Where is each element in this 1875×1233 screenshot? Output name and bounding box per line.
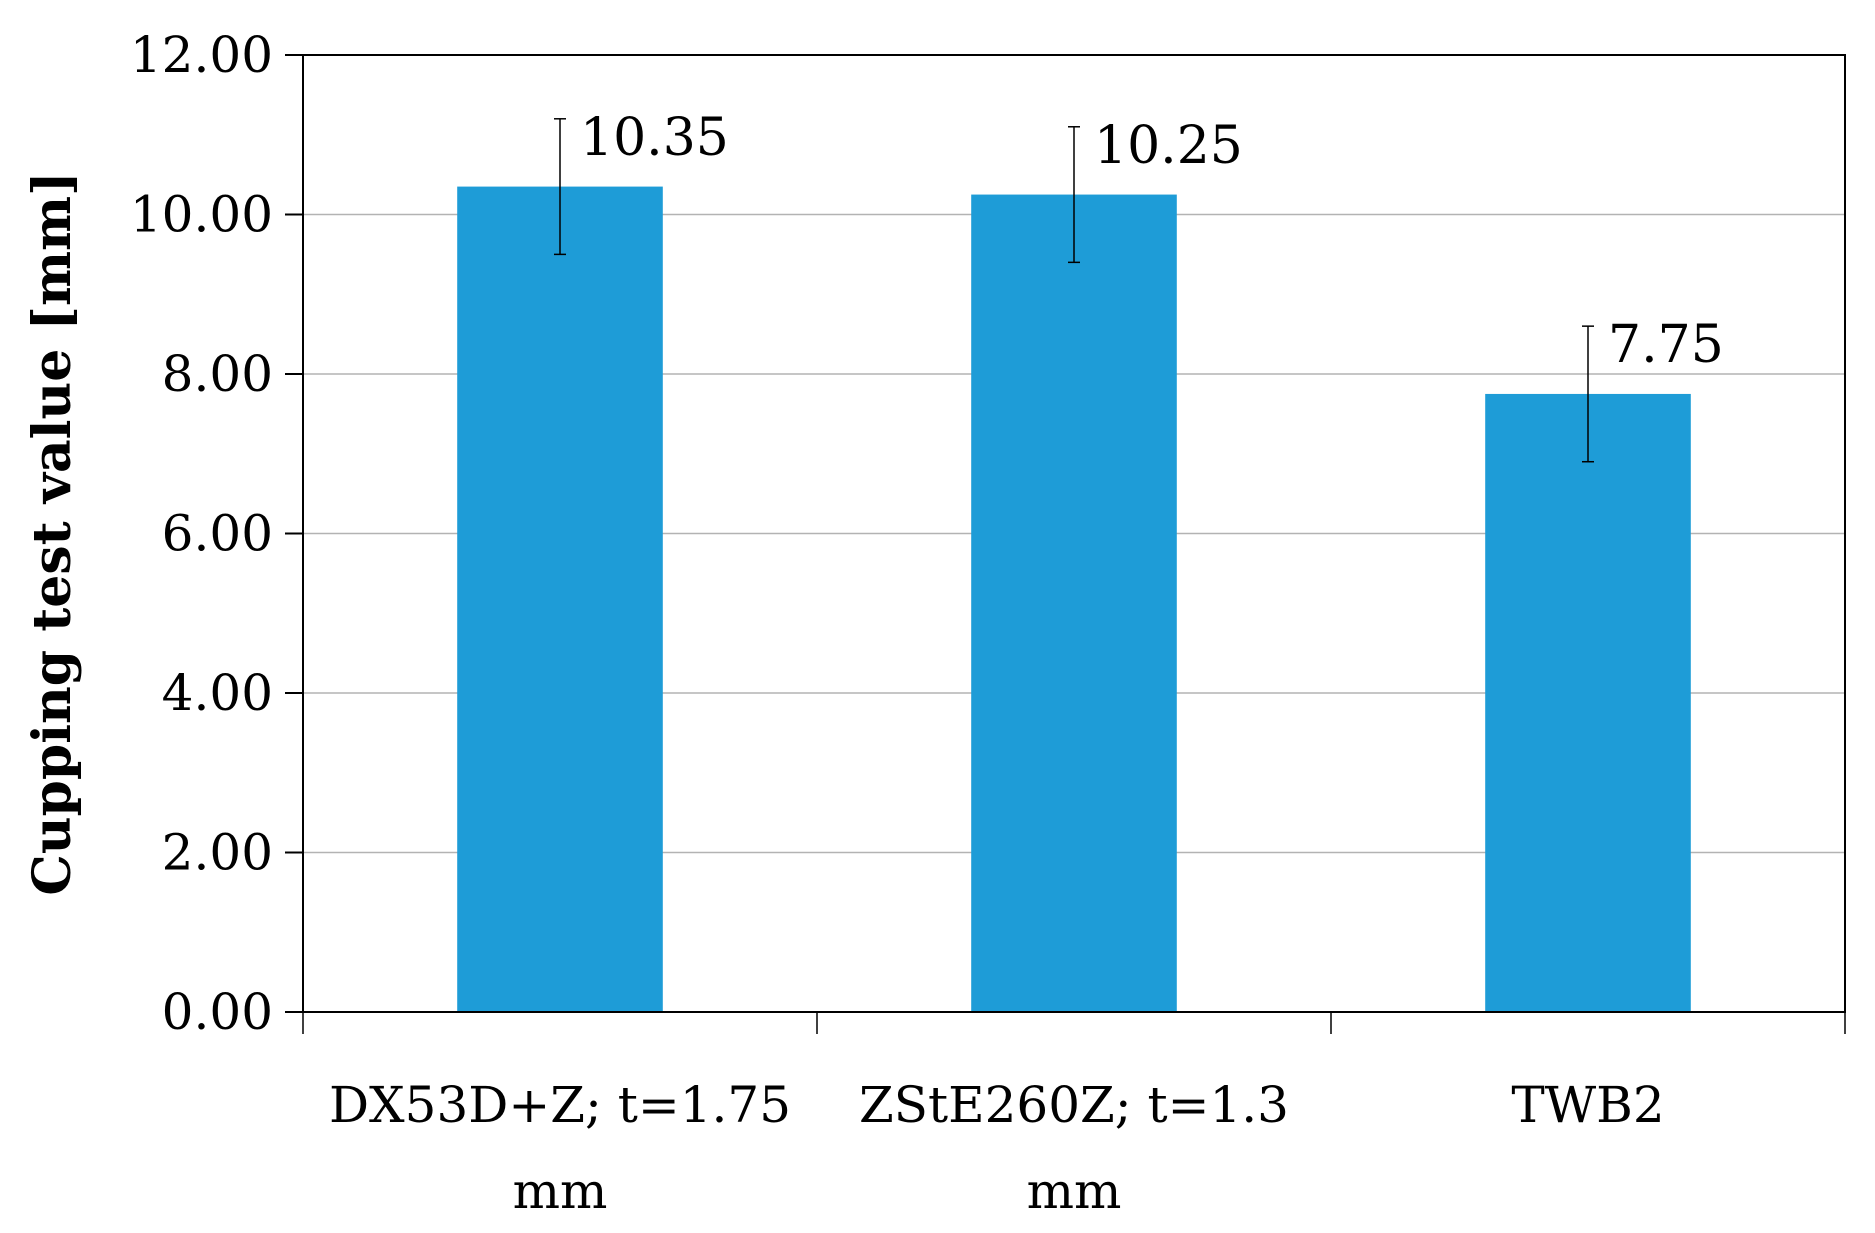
y-tick-label-3: 6.00: [162, 505, 273, 563]
data-labels: 10.35 10.25 7.75: [580, 108, 1724, 375]
x-category-label-0-line-0: DX53D+Z; t=1.75: [329, 1076, 791, 1134]
y-tick-label-1: 2.00: [162, 824, 273, 882]
error-bar-0: [554, 118, 566, 256]
y-tick-label-6: 12.00: [130, 26, 273, 84]
data-label-2: 7.75: [1608, 315, 1724, 375]
y-tick-label-0: 0.00: [162, 983, 273, 1041]
y-tick-labels: 0.00 2.00 4.00 6.00 8.00 10.00 12.00: [130, 26, 273, 1041]
bar-1: [971, 194, 1177, 1012]
error-bars: [554, 118, 1594, 463]
bars: [457, 186, 1691, 1012]
error-bar-1: [1068, 126, 1080, 264]
bar-2: [1485, 393, 1691, 1012]
x-category-label-0-line-1: mm: [513, 1162, 608, 1220]
data-label-0: 10.35: [580, 108, 729, 168]
bar-0: [457, 186, 663, 1012]
x-category-label-1-line-1: mm: [1027, 1162, 1122, 1220]
y-tick-label-5: 10.00: [130, 186, 273, 244]
x-category-labels: DX53D+Z; t=1.75 mm ZStE260Z; t=1.3 mm TWB2: [329, 1076, 1665, 1220]
data-label-1: 10.25: [1094, 116, 1243, 176]
y-tick-label-4: 8.00: [162, 345, 273, 403]
y-axis-title: Cupping test value [mm]: [22, 171, 83, 895]
x-category-label-2-line-0: TWB2: [1511, 1076, 1664, 1134]
error-bar-2: [1582, 325, 1594, 463]
axes: [285, 54, 1846, 1034]
y-tick-label-2: 4.00: [162, 664, 273, 722]
x-category-label-1-line-0: ZStE260Z; t=1.3: [859, 1076, 1289, 1134]
